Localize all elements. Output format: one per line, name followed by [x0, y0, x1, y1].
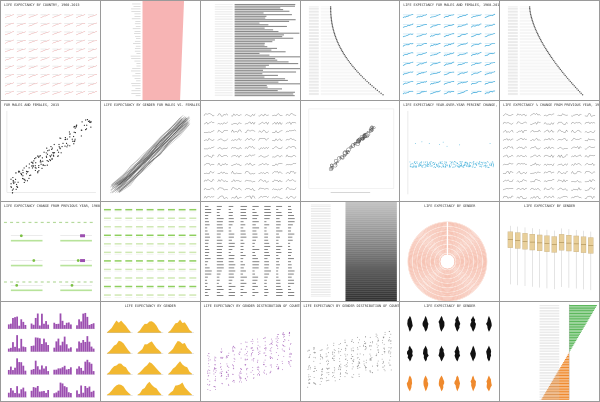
chart-tile-r2c2[interactable]: LIFE EXPECTANCY BY GENDER FOR MALES VS. … [100, 101, 200, 201]
chart-tile-r4c1[interactable] [1, 301, 100, 401]
chart-marks [204, 205, 295, 296]
chart-thumbnail-r3c6 [507, 225, 594, 290]
chart-thumbnail-r3c5 [408, 221, 488, 301]
chart-tile-r4c6[interactable] [500, 301, 599, 401]
chart-thumbnail-r3c3 [204, 205, 295, 296]
chart-thumbnail-r2c2 [109, 115, 191, 194]
chart-tile-r1c5[interactable]: LIFE EXPECTANCY FOR MALES AND FEMALES, 1… [400, 1, 500, 101]
chart-title-r3c5: LIFE EXPECTANCY BY GENDER [424, 203, 476, 208]
chart-title-r1c5: LIFE EXPECTANCY FOR MALES AND FEMALES, 1… [403, 3, 500, 7]
chart-thumbnail-r4c4 [306, 330, 392, 388]
chart-marks [407, 315, 493, 392]
chart-tile-r2c1[interactable]: FOR MALES AND FEMALES, 2015 [1, 101, 100, 201]
chart-marks [203, 113, 296, 200]
chart-marks [130, 1, 184, 101]
chart-title-r2c1: FOR MALES AND FEMALES, 2015 [4, 103, 60, 108]
chart-marks [7, 312, 95, 398]
chart-thumbnail-r3c1 [3, 221, 93, 291]
chart-marks [206, 331, 292, 391]
chart-title-r4c2: LIFE EXPECTANCY BY GENDER [124, 303, 176, 308]
chart-tile-r3c2[interactable] [100, 201, 200, 301]
chart-marks [308, 6, 384, 96]
chart-thumbnail-r1c1 [4, 14, 98, 95]
chart-marks [508, 6, 584, 96]
chart-marks [3, 221, 93, 291]
chart-thumbnail-r1c2 [130, 1, 184, 101]
chart-thumbnail-r4c3 [206, 331, 292, 391]
chart-thumbnail-r4c2 [106, 319, 194, 396]
chart-title-r4c3: LIFE EXPECTANCY BY GENDER DISTRIBUTION O… [203, 303, 300, 308]
chart-marks [4, 14, 98, 95]
chart-marks [308, 108, 394, 193]
chart-thumbnail-r4c6 [539, 303, 598, 400]
chart-tile-r4c3[interactable]: LIFE EXPECTANCY BY GENDER DISTRIBUTION O… [200, 301, 300, 401]
chart-marks [306, 330, 392, 388]
chart-tile-r4c2[interactable]: LIFE EXPECTANCY BY GENDER [100, 301, 200, 401]
chart-thumbnail-r1c6 [508, 6, 584, 96]
chart-tile-r3c1[interactable]: LIFE EXPECTANCY CHANGE FROM PREVIOUS YEA… [1, 201, 100, 301]
chart-thumbnail-r2c5 [408, 111, 495, 195]
chart-tile-r2c3[interactable] [200, 101, 300, 201]
chart-thumbnail-r4c5 [407, 315, 493, 392]
chart-title-r1c1: LIFE EXPECTANCY BY COUNTRY, 1960-2015 [4, 3, 80, 7]
chart-marks [106, 319, 194, 396]
chart-thumbnail-r2c1 [6, 111, 96, 194]
chart-tile-r1c6[interactable] [500, 1, 599, 101]
chart-tile-r4c4[interactable]: LIFE EXPECTANCY BY GENDER DISTRIBUTION O… [300, 301, 400, 401]
chart-tile-r3c4[interactable] [300, 201, 400, 301]
chart-marks [408, 221, 488, 301]
chart-tile-r2c4[interactable] [300, 101, 400, 201]
chart-marks [214, 3, 300, 97]
chart-thumbnail-r2c3 [203, 113, 296, 200]
chart-tile-r1c1[interactable]: LIFE EXPECTANCY BY COUNTRY, 1960-2015 [1, 1, 100, 101]
chart-title-r2c5: LIFE EXPECTANCY YEAR-OVER-YEAR PERCENT C… [403, 103, 499, 108]
chart-thumbnail-r1c4 [308, 6, 384, 96]
chart-tile-r1c3[interactable] [200, 1, 300, 101]
chart-tile-r3c3[interactable] [200, 201, 300, 301]
chart-thumbnail-r3c2 [103, 208, 197, 297]
chart-title-r2c2: LIFE EXPECTANCY BY GENDER FOR MALES VS. … [103, 103, 200, 108]
chart-marks [408, 111, 495, 195]
chart-title-r2c6: LIFE EXPECTANCY % CHANGE FROM PREVIOUS Y… [503, 103, 599, 108]
chart-tile-r3c5[interactable]: LIFE EXPECTANCY BY GENDER [400, 201, 500, 301]
chart-tile-r1c4[interactable] [300, 1, 400, 101]
chart-thumbnail-r4c1 [7, 312, 95, 398]
chart-marks [502, 113, 596, 200]
chart-tile-r2c5[interactable]: LIFE EXPECTANCY YEAR-OVER-YEAR PERCENT C… [400, 101, 500, 201]
chart-marks [103, 208, 197, 297]
chart-tile-r3c6[interactable]: LIFE EXPECTANCY BY GENDER [500, 201, 599, 301]
chart-title-r4c5: LIFE EXPECTANCY BY GENDER [424, 303, 476, 308]
chart-thumbnail-r1c5 [403, 13, 496, 95]
chart-thumbnail-r2c4 [308, 108, 394, 193]
chart-marks [6, 111, 96, 194]
chart-tile-r1c2[interactable] [100, 1, 200, 101]
chart-thumbnail-r2c6 [502, 113, 596, 200]
chart-title-r4c4: LIFE EXPECTANCY BY GENDER DISTRIBUTION O… [303, 303, 400, 308]
chart-title-r3c1: LIFE EXPECTANCY CHANGE FROM PREVIOUS YEA… [4, 203, 100, 208]
chart-thumbnail-r1c3 [214, 3, 300, 97]
chart-title-r3c6: LIFE EXPECTANCY BY GENDER [524, 203, 576, 208]
chart-tile-r2c6[interactable]: LIFE EXPECTANCY % CHANGE FROM PREVIOUS Y… [500, 101, 599, 201]
chart-tile-r4c5[interactable]: LIFE EXPECTANCY BY GENDER [400, 301, 500, 401]
chart-marks [310, 201, 397, 301]
chart-marks [403, 13, 496, 95]
chart-marks [507, 225, 594, 290]
chart-marks [109, 115, 191, 194]
chart-marks [539, 303, 598, 400]
chart-thumbnail-r3c4 [310, 201, 397, 301]
